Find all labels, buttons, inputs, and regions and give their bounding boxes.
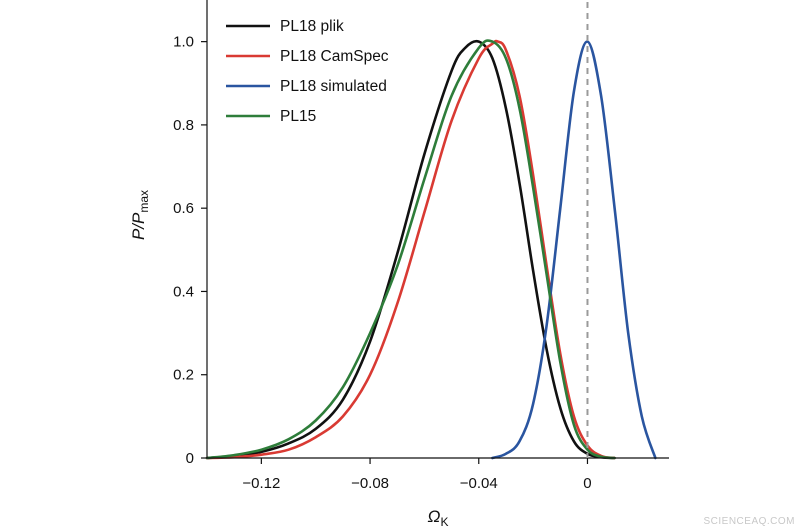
series-layer (205, 39, 657, 460)
series-line-pl18-camspec (205, 39, 616, 460)
series-line-pl18-plik (205, 39, 616, 460)
legend-label: PL18 plik (280, 18, 344, 35)
y-tick-label: 0.4 (173, 283, 194, 300)
y-tick-label: 0 (186, 450, 194, 467)
series-line-pl15 (205, 39, 616, 460)
x-axis-label-main: Ω (428, 507, 441, 526)
axis-layer: 0 0.2 0.4 0.6 0.8 1.0 −0.12 −0.08 −0.04 0 (173, 0, 669, 492)
y-axis-label: P/Pmax (129, 190, 151, 240)
y-tick-label: 0.6 (173, 200, 194, 217)
series-line-pl18-simulated (491, 40, 657, 460)
legend-label: PL18 CamSpec (280, 48, 389, 65)
watermark: SCIENCEAQ.COM (703, 516, 795, 527)
y-axis-label-main: P/P (129, 212, 148, 240)
legend: PL18 plik PL18 CamSpec PL18 simulated PL15 (226, 18, 389, 125)
y-tick-label: 0.8 (173, 117, 194, 134)
x-tick-label: −0.08 (351, 475, 389, 492)
legend-label: PL18 simulated (280, 78, 387, 95)
x-tick-label: −0.04 (460, 475, 498, 492)
x-tick-label: −0.12 (242, 475, 280, 492)
legend-label: PL15 (280, 108, 316, 125)
y-axis-label-subscript: max (137, 190, 151, 213)
y-tick-label: 1.0 (173, 34, 194, 51)
x-axis-label-subscript: K (440, 515, 448, 529)
y-tick-label: 0.2 (173, 367, 194, 384)
x-tick-label: 0 (583, 475, 591, 492)
x-axis-label: ΩK (428, 507, 449, 529)
